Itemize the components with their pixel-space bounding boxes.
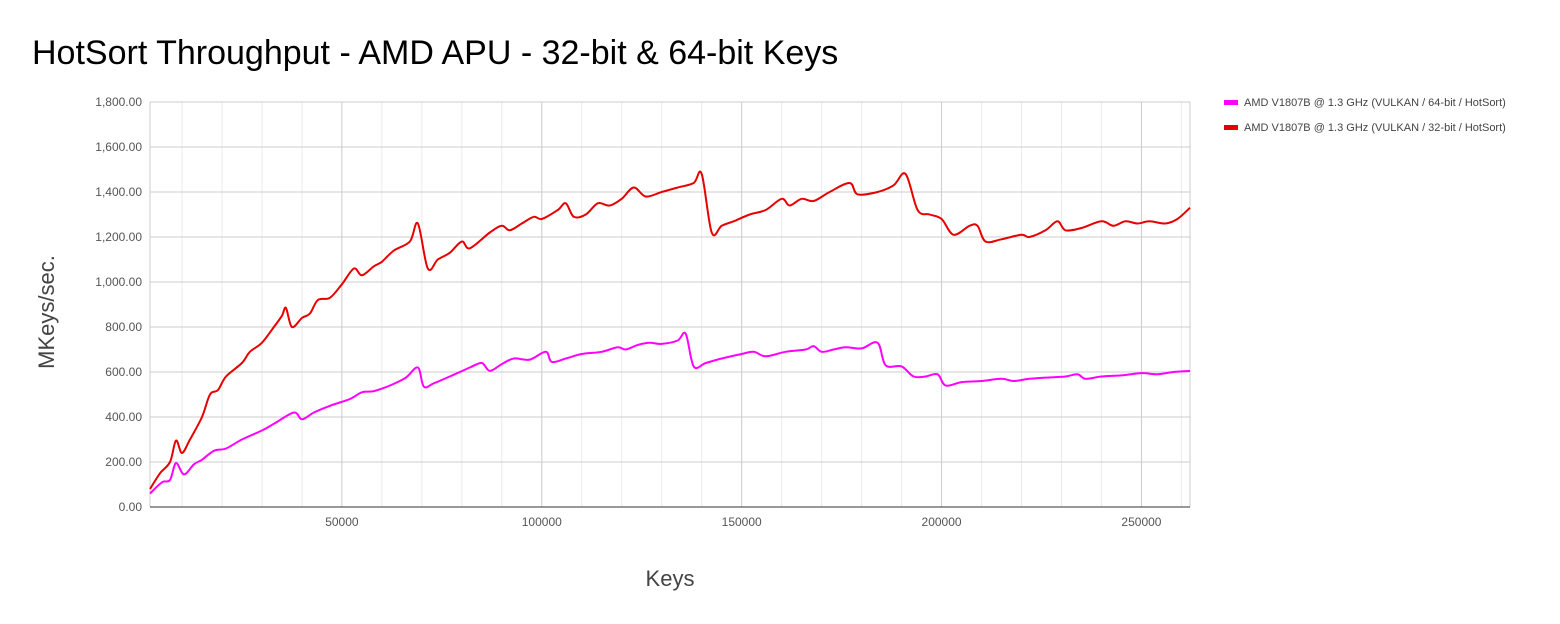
y-tick-label: 1,000.00 [95,275,142,289]
grid [149,101,1191,507]
y-axis-ticks: 0.00 200.00 400.00 600.00 800.00 1,000.00 1,20… [95,95,142,514]
legend-swatch [1224,125,1238,130]
x-tick-label: 100000 [522,515,562,529]
y-tick-label: 1,600.00 [95,140,142,154]
y-tick-label: 1,200.00 [95,230,142,244]
legend-label: AMD V1807B @ 1.3 GHz (VULKAN / 64-bit / … [1244,97,1506,109]
series-line-64bit [149,331,1191,495]
legend-swatch [1224,100,1238,105]
y-tick-label: 400.00 [105,410,142,424]
x-axis-title: Keys [646,566,695,591]
legend-item: AMD V1807B @ 1.3 GHz (VULKAN / 32-bit / … [1224,122,1506,134]
x-axis-ticks: 50000 100000 150000 200000 250000 [325,515,1162,529]
y-tick-label: 800.00 [105,320,142,334]
y-tick-label: 1,800.00 [95,95,142,109]
x-tick-label: 50000 [325,515,359,529]
chart-title: HotSort Throughput - AMD APU - 32-bit & … [32,34,838,72]
y-tick-label: 1,400.00 [95,185,142,199]
y-tick-label: 200.00 [105,455,142,469]
y-tick-label: 600.00 [105,365,142,379]
series-lines [149,170,1191,495]
series-line-32bit [149,170,1191,490]
legend-label: AMD V1807B @ 1.3 GHz (VULKAN / 32-bit / … [1244,122,1506,134]
y-axis-title: MKeys/sec. [34,255,59,369]
legend: AMD V1807B @ 1.3 GHz (VULKAN / 64-bit / … [1224,97,1506,134]
legend-item: AMD V1807B @ 1.3 GHz (VULKAN / 64-bit / … [1224,97,1506,109]
x-tick-label: 200000 [922,515,962,529]
x-tick-label: 150000 [722,515,762,529]
y-tick-label: 0.00 [119,500,143,514]
x-tick-label: 250000 [1121,515,1161,529]
